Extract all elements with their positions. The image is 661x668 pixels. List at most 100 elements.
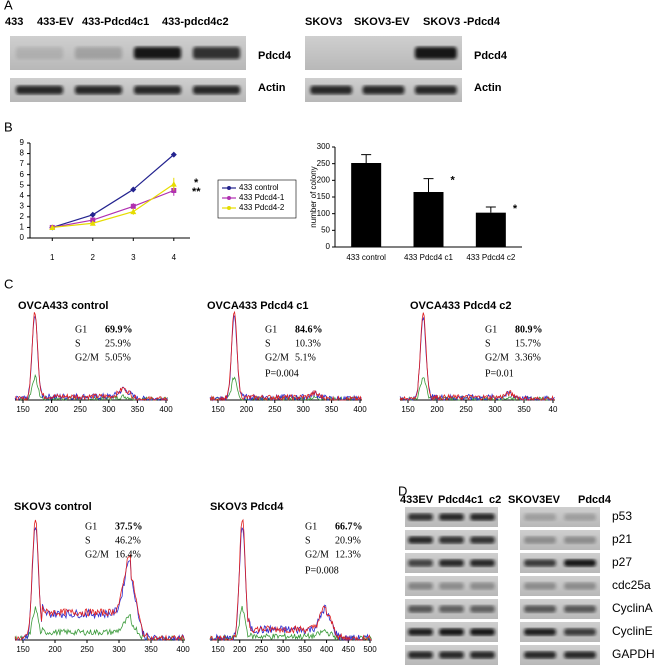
data-point xyxy=(130,203,136,209)
stat-value: 10.3% xyxy=(295,338,321,349)
blot-band xyxy=(470,559,495,567)
blot-background xyxy=(520,599,600,619)
x-tick-label: 250 xyxy=(268,405,282,414)
blot-band xyxy=(439,513,464,521)
series-line xyxy=(52,183,175,229)
blot-band xyxy=(524,559,556,567)
histogram-trace xyxy=(14,519,185,642)
lane-label: SKOV3EV xyxy=(508,494,561,506)
y-tick-label: 2 xyxy=(20,212,25,221)
blot-band xyxy=(564,582,596,590)
legend-label: 433 Pdcd4-2 xyxy=(239,203,285,212)
stat-key: S xyxy=(305,535,311,546)
stat-value: 5.05% xyxy=(105,352,131,363)
x-tick-label: 300 xyxy=(102,405,116,414)
y-axis-title: number of colony xyxy=(309,166,318,227)
blot-band xyxy=(408,559,433,567)
histogram-trace xyxy=(14,312,168,402)
blot-band xyxy=(439,651,464,659)
blot xyxy=(405,576,498,596)
y-tick-label: 6 xyxy=(20,170,25,179)
panel-label: B xyxy=(4,119,13,134)
row-label: Pdcd4 xyxy=(474,50,508,62)
legend-label: 433 control xyxy=(239,183,279,192)
x-tick-label: 250 xyxy=(80,645,94,654)
x-tick-label: 300 xyxy=(112,645,126,654)
x-tick-label: 300 xyxy=(276,645,290,654)
data-point xyxy=(170,181,177,187)
blot xyxy=(520,507,600,527)
stat-key: S xyxy=(75,338,81,349)
row-label: Actin xyxy=(474,82,502,94)
histogram-trace xyxy=(209,518,372,642)
x-tick-label: 200 xyxy=(48,645,62,654)
legend-marker xyxy=(227,186,231,190)
blot xyxy=(520,599,600,619)
x-tick-label: 150 xyxy=(401,405,415,414)
stat-value: 5.1% xyxy=(295,352,316,363)
series-line xyxy=(52,154,175,229)
x-tick-label: 350 xyxy=(144,645,158,654)
x-tick-label: 200 xyxy=(45,405,59,414)
blot-band xyxy=(524,513,556,521)
panel-label: D xyxy=(398,483,407,498)
plot-title: OVCA433 control xyxy=(18,300,108,312)
data-point xyxy=(90,217,96,223)
y-tick-label: 9 xyxy=(20,138,25,147)
stat-value: 12.3% xyxy=(335,549,361,560)
x-tick-label: 433 control xyxy=(346,253,386,262)
blot-band xyxy=(15,46,64,60)
blot-band xyxy=(564,651,596,659)
legend-label: 433 Pdcd4-1 xyxy=(239,193,285,202)
stat-key: G1 xyxy=(305,521,317,532)
row-label: p27 xyxy=(612,555,632,569)
x-tick-label: 40 xyxy=(549,405,558,414)
p-value: P=0.008 xyxy=(305,565,339,576)
blot-background xyxy=(520,553,600,573)
stat-key: G1 xyxy=(75,324,87,335)
row-label: Actin xyxy=(258,82,286,94)
blot xyxy=(405,599,498,619)
x-tick-label: 400 xyxy=(320,645,334,654)
stat-key: G2/M xyxy=(485,352,509,363)
blot-band xyxy=(439,582,464,590)
stat-key: S xyxy=(85,535,91,546)
actin-blot xyxy=(10,78,246,102)
histogram-trace xyxy=(14,374,168,401)
y-tick-label: 250 xyxy=(317,159,331,168)
blot-band xyxy=(439,559,464,567)
blot-background xyxy=(520,507,600,527)
blot-band xyxy=(408,536,433,544)
blot-band xyxy=(524,651,556,659)
blot-band xyxy=(439,536,464,544)
x-tick-label: 400 xyxy=(353,405,367,414)
blot-band xyxy=(310,85,353,95)
plot-title: OVCA433 Pdcd4 c1 xyxy=(207,300,309,312)
bar xyxy=(475,212,506,247)
blot-band xyxy=(439,628,464,636)
lane-label: c2 xyxy=(489,494,501,506)
x-tick-label: 250 xyxy=(74,405,88,414)
x-tick-label: 4 xyxy=(172,253,177,262)
blot-band xyxy=(408,651,433,659)
stat-value: 3.36% xyxy=(515,352,541,363)
blot-band xyxy=(470,536,495,544)
bar xyxy=(413,192,444,247)
actin-blot xyxy=(305,78,462,102)
blot-band xyxy=(408,605,433,613)
histogram-trace xyxy=(14,526,185,642)
stat-key: G1 xyxy=(85,521,97,532)
blot-band xyxy=(414,85,457,95)
y-tick-label: 7 xyxy=(20,159,25,168)
blot-band xyxy=(74,46,123,60)
blot-band xyxy=(133,46,182,60)
histogram-trace xyxy=(399,312,555,401)
stat-key: G2/M xyxy=(265,352,289,363)
blot-band xyxy=(470,605,495,613)
x-tick-label: 250 xyxy=(459,405,473,414)
blot-band xyxy=(74,85,123,95)
blot-band xyxy=(564,559,596,567)
blot-band xyxy=(470,628,495,636)
row-label: CyclinE xyxy=(612,624,653,638)
